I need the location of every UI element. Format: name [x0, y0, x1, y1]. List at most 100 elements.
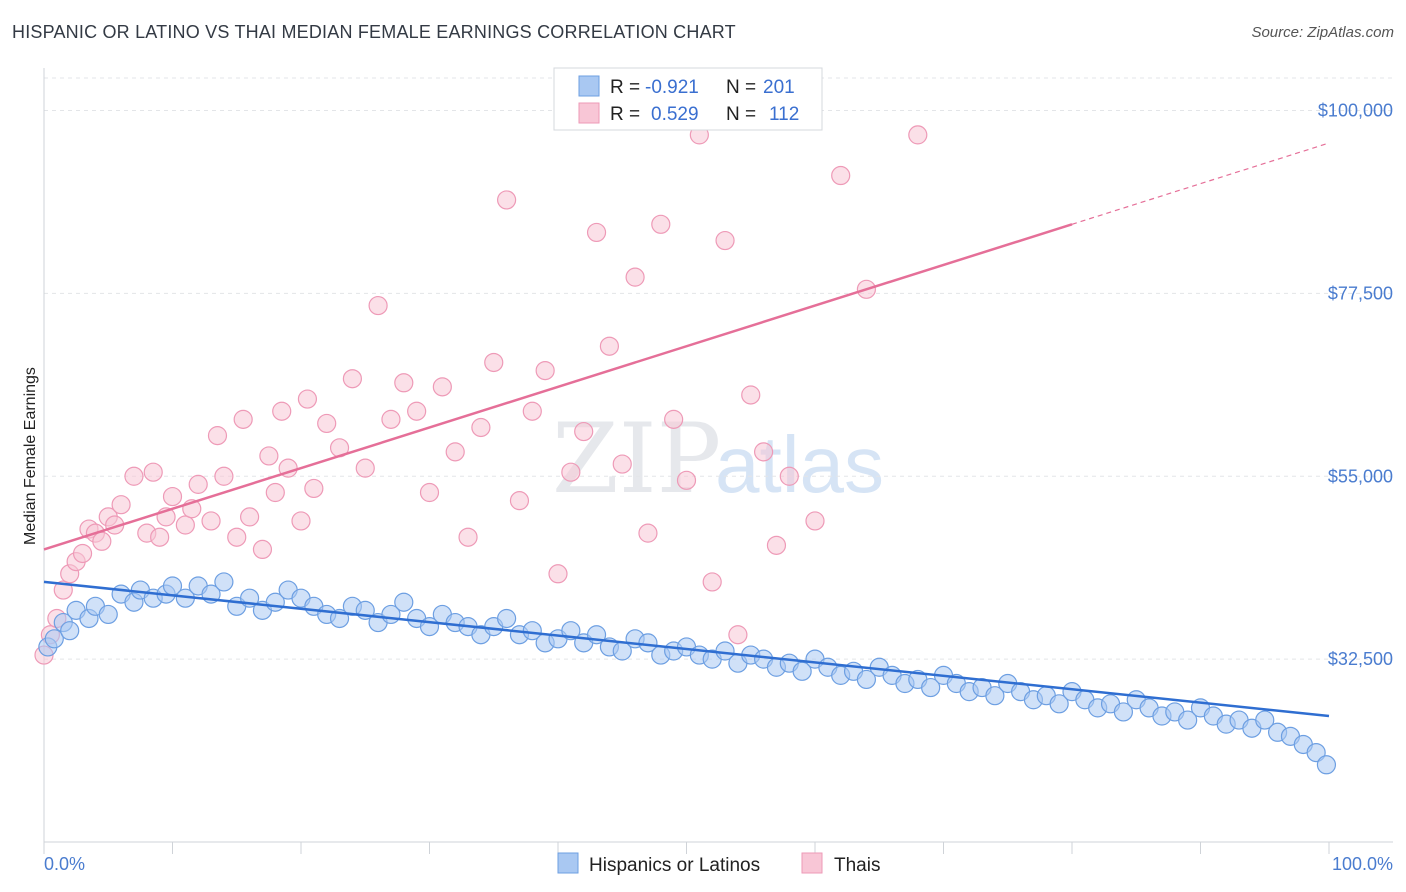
legend-label-hispanics: Hispanics or Latinos: [589, 855, 760, 876]
hispanic-point: [1255, 710, 1275, 730]
legend-label-thais: Thais: [834, 855, 880, 876]
thai-point: [291, 511, 311, 531]
chart-title: HISPANIC OR LATINO VS THAI MEDIAN FEMALE…: [12, 22, 736, 42]
thai-point: [497, 190, 517, 210]
thai-point: [381, 409, 401, 429]
legend-swatch-thais: [801, 852, 823, 874]
thai-point: [741, 385, 761, 405]
thai-point: [561, 462, 581, 482]
hispanic-point: [394, 592, 414, 612]
hispanic-points: [38, 572, 1337, 775]
hispanic-point: [1316, 755, 1337, 775]
thai-point: [143, 462, 163, 482]
thai-point: [586, 222, 607, 243]
thai-point: [651, 214, 671, 234]
thai-point: [297, 389, 318, 409]
y-tick-label: $77,500: [1328, 283, 1393, 303]
hispanic-point: [497, 608, 517, 629]
hispanic-point: [98, 604, 118, 625]
legend-swatch-blue: [578, 75, 600, 97]
watermark-atlas: atlas: [715, 420, 884, 509]
thai-point: [625, 267, 645, 287]
thai-point: [304, 478, 324, 499]
hispanic-point: [214, 572, 234, 592]
thai-point: [240, 507, 260, 527]
thai-point: [124, 466, 144, 486]
series-legend: Hispanics or Latinos Thais: [557, 852, 880, 876]
thai-point: [111, 495, 131, 515]
thai-point: [753, 442, 774, 462]
thai-point: [317, 413, 337, 434]
thai-point: [407, 401, 427, 421]
legend-r-label-2: R =: [610, 104, 640, 125]
thai-point: [522, 401, 542, 421]
legend-r-value-1: -0.921: [645, 77, 699, 98]
x-tick-label-min: 0.0%: [44, 854, 85, 874]
thai-point: [599, 336, 620, 356]
thai-point: [664, 409, 684, 429]
hispanic-point: [1178, 710, 1198, 730]
thai-point: [908, 125, 928, 145]
thai-point: [432, 377, 452, 397]
thai-point: [535, 360, 555, 381]
thai-point: [92, 531, 112, 551]
thai-point: [676, 470, 697, 490]
hispanic-point: [1306, 742, 1326, 763]
watermark-zip: ZIP: [552, 403, 721, 515]
thai-point: [394, 373, 414, 393]
thai-point: [766, 535, 787, 555]
thai-point: [728, 625, 748, 645]
thai-point: [805, 511, 825, 531]
thai-point: [471, 417, 491, 438]
trend-lines: [43, 142, 1330, 718]
y-axis-title: Median Female Earnings: [22, 367, 39, 545]
thai-point: [445, 442, 465, 462]
thai-point: [259, 446, 279, 466]
stats-legend: R = -0.921 N = 201 R = 0.529 N = 112: [553, 67, 823, 131]
legend-swatch-pink: [578, 102, 600, 124]
thai-point: [779, 466, 799, 486]
legend-swatch-hispanics: [557, 852, 579, 874]
thai-point: [252, 539, 273, 560]
legend-n-label-2: N =: [726, 104, 756, 125]
hispanic-point: [985, 686, 1005, 706]
hispanic-point: [44, 629, 64, 649]
thai-point: [72, 543, 93, 564]
thai-point: [419, 482, 440, 503]
legend-r-value-2: 0.529: [651, 104, 699, 125]
hispanic-point: [856, 669, 877, 690]
thai-point: [342, 369, 362, 389]
hispanic-trend-line: [43, 580, 1330, 718]
hispanic-point: [792, 661, 812, 681]
hispanic-point: [921, 677, 941, 698]
thai-point: [831, 165, 851, 186]
thai-point: [715, 230, 735, 251]
thai-point: [272, 401, 292, 421]
thai-point: [484, 352, 504, 373]
thai-point: [207, 426, 228, 446]
legend-r-label-1: R =: [610, 77, 640, 98]
thai-trend-line: [43, 223, 1073, 551]
thai-point: [214, 466, 234, 486]
thai-trend-extension: [1071, 142, 1330, 225]
hispanic-point: [1113, 702, 1134, 722]
thai-point: [638, 523, 658, 543]
y-tick-label: $32,500: [1328, 649, 1393, 669]
hispanic-point: [1049, 694, 1069, 714]
grid-lines: [44, 77, 1393, 660]
thai-point: [175, 515, 195, 535]
thai-point: [265, 482, 285, 503]
thai-point: [227, 527, 247, 547]
thai-point: [150, 527, 170, 547]
thai-point: [368, 295, 388, 316]
thai-point: [188, 474, 208, 494]
thai-point: [612, 454, 632, 474]
thai-point: [548, 564, 568, 584]
source-label: Source: ZipAtlas.com: [1251, 24, 1394, 41]
thai-point: [355, 458, 375, 478]
axes: [43, 68, 1393, 854]
legend-n-value-1: 201: [763, 77, 795, 98]
thai-point: [702, 572, 722, 592]
y-tick-labels: $32,500 $55,000 $77,500 $100,000: [1318, 101, 1393, 670]
